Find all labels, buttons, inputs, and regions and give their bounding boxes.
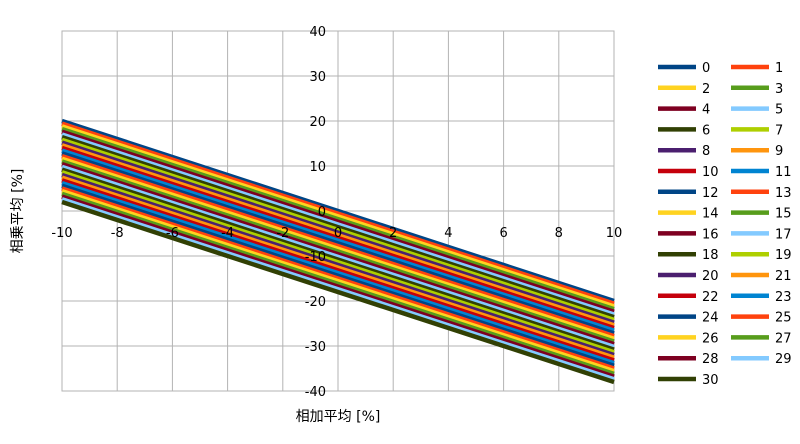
series-line-11 (61, 148, 615, 333)
legend-label-30: 30 (702, 373, 719, 388)
legend-label-16: 16 (702, 227, 719, 242)
series-line-16 (61, 162, 615, 347)
y-tick-label: 10 (309, 160, 326, 175)
y-tick-label: 40 (309, 25, 326, 40)
x-tick-label: 0 (334, 226, 342, 241)
x-tick-label: 2 (389, 226, 397, 241)
series-line-2 (61, 124, 615, 309)
legend-label-10: 10 (702, 165, 719, 180)
x-tick-label: 10 (606, 226, 623, 241)
series-line-10 (61, 145, 615, 331)
x-tick-label: -8 (111, 226, 124, 241)
series-line-7 (61, 137, 615, 323)
series-line-30 (61, 199, 615, 385)
x-tick-label: 8 (555, 226, 563, 241)
legend-label-1: 1 (775, 61, 783, 76)
y-tick-label: 20 (309, 115, 326, 130)
legend-label-4: 4 (702, 103, 710, 118)
series-line-19 (61, 170, 615, 355)
legend-label-28: 28 (702, 352, 719, 367)
y-tick-label: -10 (305, 250, 326, 265)
series-line-8 (61, 140, 615, 325)
series-line-13 (61, 153, 615, 339)
x-tick-label: -6 (166, 226, 179, 241)
series-line-20 (61, 172, 615, 358)
series-lines (61, 118, 615, 385)
legend-label-12: 12 (702, 186, 719, 201)
series-line-0 (61, 118, 615, 304)
legend-label-11: 11 (775, 165, 792, 180)
x-tick-label: 6 (499, 226, 507, 241)
series-line-27 (61, 191, 615, 377)
legend-label-26: 26 (702, 331, 719, 346)
series-line-14 (61, 156, 615, 341)
legend-label-9: 9 (775, 144, 783, 159)
series-line-17 (61, 164, 615, 350)
series-line-21 (61, 175, 615, 360)
legend-label-3: 3 (775, 82, 783, 97)
series-line-24 (61, 183, 615, 368)
series-line-1 (61, 121, 615, 306)
y-tick-label: 0 (318, 205, 326, 220)
series-line-28 (61, 194, 615, 379)
x-tick-label: -10 (51, 226, 72, 241)
y-tick-label: -20 (305, 295, 326, 310)
legend-label-8: 8 (702, 144, 710, 159)
y-tick-label: -30 (305, 340, 326, 355)
series-line-18 (61, 167, 615, 352)
y-tick-label: -40 (305, 385, 326, 400)
series-line-23 (61, 180, 615, 366)
x-axis-title: 相加平均 [%] (296, 409, 381, 425)
series-line-25 (61, 186, 615, 371)
legend-label-14: 14 (702, 207, 719, 222)
series-line-9 (61, 143, 615, 328)
legend-label-18: 18 (702, 248, 719, 263)
legend-label-27: 27 (775, 331, 792, 346)
legend-label-23: 23 (775, 290, 792, 305)
series-line-5 (61, 132, 615, 317)
legend-label-6: 6 (702, 123, 710, 138)
y-tick-label: 30 (309, 70, 326, 85)
y-axis-title: 相乗平均 [%] (10, 169, 26, 254)
legend-label-22: 22 (702, 290, 719, 305)
series-line-26 (61, 189, 615, 374)
legend-label-20: 20 (702, 269, 719, 284)
legend-label-0: 0 (702, 61, 710, 76)
legend-label-7: 7 (775, 123, 783, 138)
legend-label-2: 2 (702, 82, 710, 97)
x-tick-label: -2 (276, 226, 289, 241)
legend-label-24: 24 (702, 311, 719, 326)
legend-label-5: 5 (775, 103, 783, 118)
legend-label-21: 21 (775, 269, 792, 284)
x-tick-label: -4 (221, 226, 234, 241)
x-tick-label: 4 (444, 226, 452, 241)
legend-label-17: 17 (775, 227, 792, 242)
series-line-4 (61, 129, 615, 314)
legend-label-15: 15 (775, 207, 792, 222)
series-line-29 (61, 197, 615, 382)
legend-label-13: 13 (775, 186, 792, 201)
legend-label-25: 25 (775, 311, 792, 326)
series-line-15 (61, 159, 615, 344)
series-line-12 (61, 151, 615, 336)
series-line-6 (61, 135, 615, 320)
legend-label-29: 29 (775, 352, 792, 367)
legend-label-19: 19 (775, 248, 792, 263)
series-line-22 (61, 178, 615, 363)
series-line-3 (61, 126, 615, 312)
